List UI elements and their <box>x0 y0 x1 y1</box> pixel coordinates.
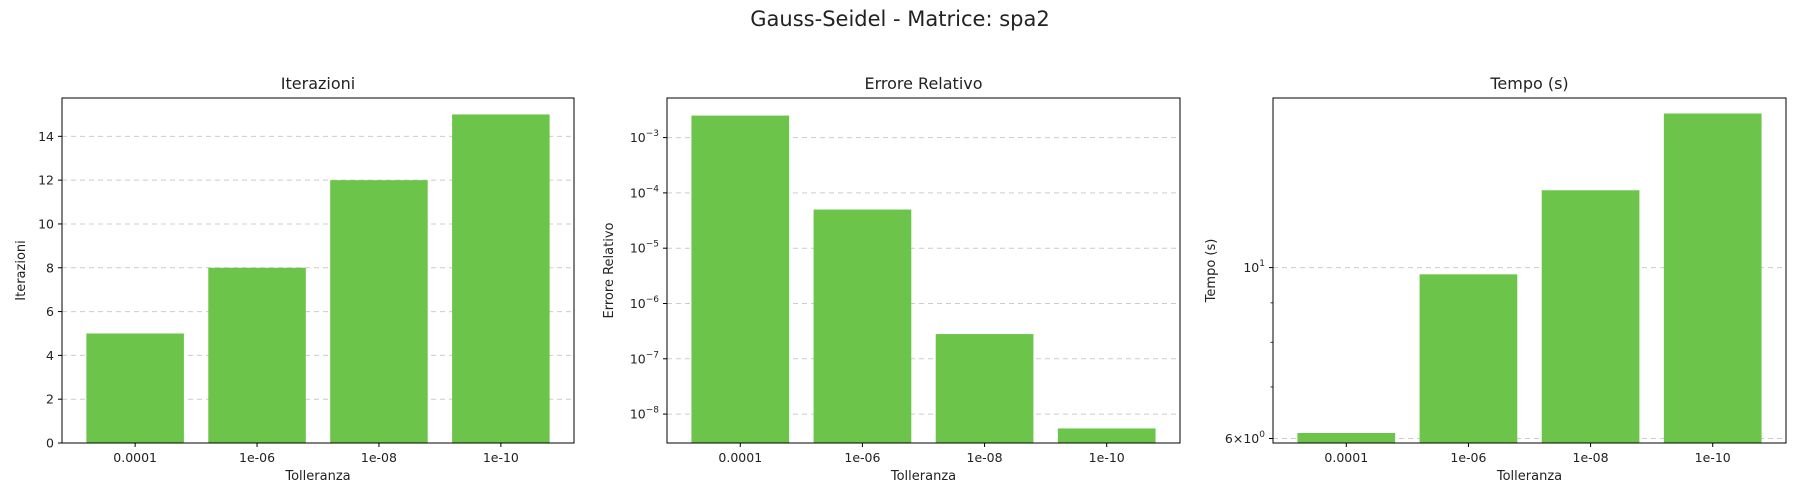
y-tick-label: 10−7 <box>630 350 659 366</box>
panel-title: Tempo (s) <box>1489 74 1568 93</box>
x-axis-label: Tolleranza <box>1496 469 1562 484</box>
figure-title: Gauss-Seidel - Matrice: spa2 <box>750 7 1049 31</box>
y-tick-label: 2 <box>46 392 54 407</box>
y-tick-label: 6×100 <box>1225 430 1265 446</box>
axes-frame <box>1272 97 1787 444</box>
y-tick-label: 10−4 <box>630 184 659 200</box>
y-axis-label: Tempo (s) <box>1204 239 1219 304</box>
x-tick-label: 1e-06 <box>1450 450 1486 465</box>
bar-1e-10 <box>1057 428 1156 443</box>
y-axis-label: Errore Relativo <box>602 223 617 319</box>
bar-1e-06 <box>813 209 912 443</box>
x-tick-label: 0.0001 <box>1324 450 1368 465</box>
y-tick-label: 10−5 <box>630 240 659 256</box>
bar-1e-08 <box>1541 190 1640 443</box>
y-tick-label: 4 <box>46 348 54 363</box>
y-tick-label: 6 <box>46 304 54 319</box>
bar-0.0001 <box>691 115 790 444</box>
y-tick-label: 101 <box>1243 259 1265 275</box>
panel-title: Iterazioni <box>281 74 355 93</box>
y-tick-label: 10−8 <box>630 406 659 422</box>
panel-2: 0.0001 1e-06 1e-08 1e-10 10−8 10−7 10−6 10−5 10−… <box>602 74 1181 484</box>
y-tick-label: 14 <box>38 129 54 144</box>
bar-1e-10 <box>1663 113 1762 444</box>
axes-frame <box>61 97 575 444</box>
bar-1e-10 <box>452 114 550 443</box>
y-axis-label: Iterazioni <box>14 240 29 300</box>
x-tick-label: 1e-06 <box>239 450 275 465</box>
x-tick-label: 1e-06 <box>844 450 880 465</box>
y-tick-label: 10 <box>38 216 54 231</box>
bar-1e-08 <box>935 334 1034 443</box>
x-axis-label: Tolleranza <box>284 469 350 484</box>
bar-1e-08 <box>330 180 428 443</box>
x-tick-label: 1e-08 <box>1573 450 1609 465</box>
y-tick-label: 10−6 <box>630 295 659 311</box>
x-tick-label: 1e-08 <box>967 450 1003 465</box>
panel-3: 0.0001 1e-06 1e-08 1e-10 6×100 101 Tempo (s) To… <box>1204 74 1787 484</box>
axes-frame <box>666 97 1181 444</box>
x-tick-label: 0.0001 <box>718 450 762 465</box>
panel-1: 0.0001 1e-06 1e-08 1e-10 0 2 4 6 8 10 12 14 Iterazio… <box>14 74 575 484</box>
x-tick-label: 0.0001 <box>113 450 157 465</box>
y-tick-label: 0 <box>46 436 54 451</box>
x-tick-label: 1e-08 <box>361 450 397 465</box>
y-tick-label: 8 <box>46 260 54 275</box>
y-tick-label: 12 <box>38 173 54 188</box>
bar-1e-06 <box>1419 274 1518 443</box>
y-tick-label: 10−3 <box>630 129 659 145</box>
x-tick-label: 1e-10 <box>483 450 519 465</box>
x-axis-label: Tolleranza <box>890 469 956 484</box>
panel-title: Errore Relativo <box>864 74 982 93</box>
bar-0.0001 <box>86 333 184 443</box>
bar-0.0001 <box>1297 432 1396 443</box>
bar-1e-06 <box>208 267 306 443</box>
x-tick-label: 1e-10 <box>1089 450 1125 465</box>
x-tick-label: 1e-10 <box>1695 450 1731 465</box>
